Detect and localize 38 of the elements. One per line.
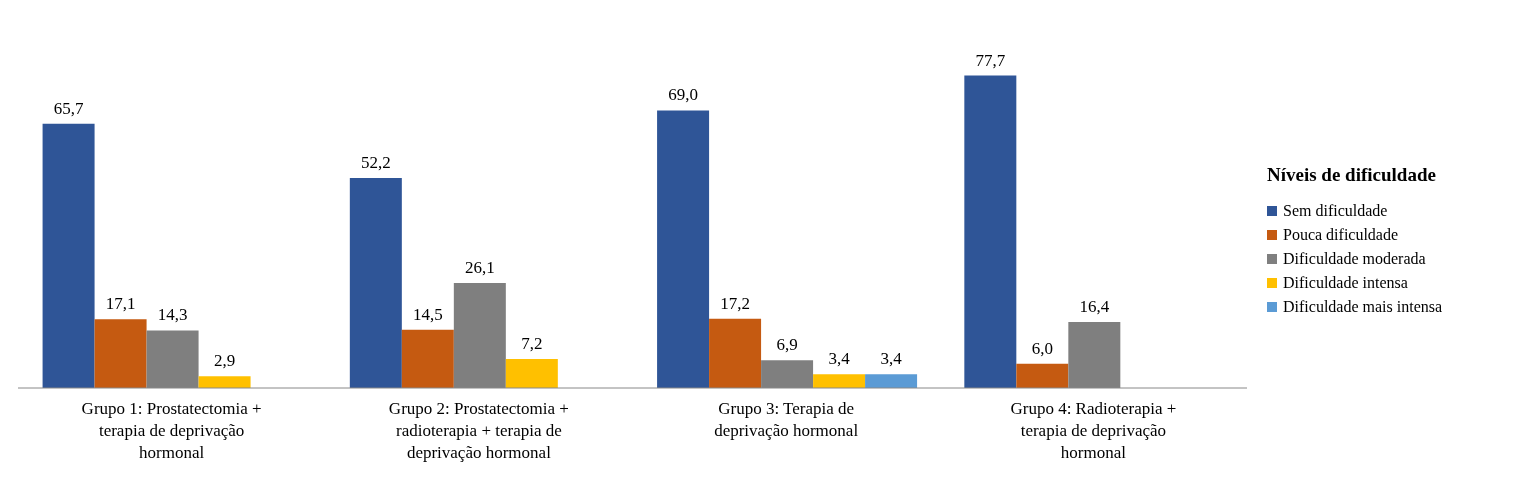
legend-label: Dificuldade moderada: [1283, 250, 1426, 268]
bar: [401, 329, 454, 388]
bar: [1016, 363, 1069, 388]
legend-label: Sem dificuldade: [1283, 202, 1388, 220]
data-label: 17,1: [105, 294, 136, 314]
bar: [813, 374, 866, 388]
data-label: 6,0: [1031, 338, 1053, 358]
data-label: 26,1: [464, 258, 495, 278]
bar: [42, 123, 95, 388]
bar: [505, 359, 558, 388]
data-label: 65,7: [53, 98, 84, 118]
data-label: 14,5: [412, 304, 443, 324]
x-tick-label: Grupo 3: Terapia de deprivação hormonal: [714, 399, 859, 440]
bar: [964, 75, 1017, 388]
bar: [657, 110, 710, 388]
bar: [349, 178, 402, 388]
x-tick-label: Grupo 2: Prostatectomia + radioterapia + terapia de deprivação hormonal: [388, 399, 569, 462]
data-label: 7,2: [521, 334, 543, 354]
x-tick-label: Grupo 4: Radioterapia + terapia de deprivação hormonal: [1010, 399, 1177, 462]
data-label: 2,9: [213, 351, 236, 371]
bar: [865, 374, 918, 388]
data-label: 17,2: [720, 293, 750, 313]
data-label: 52,2: [360, 153, 391, 173]
bar: [709, 318, 762, 388]
legend-label: Dificuldade intensa: [1283, 274, 1408, 292]
data-label: 77,7: [975, 50, 1006, 70]
data-label: 6,9: [776, 335, 798, 355]
data-label: 3,4: [828, 349, 851, 369]
bar: [94, 319, 147, 388]
data-label: 16,4: [1079, 297, 1110, 317]
legend-label: Dificuldade mais intensa: [1283, 298, 1443, 316]
data-label: 3,4: [880, 349, 903, 369]
x-tick-label: Grupo 1: Prostatectomia + terapia de deprivação hormonal: [81, 399, 262, 462]
legend-title: Níveis de dificuldade: [1267, 164, 1437, 186]
bar: [198, 376, 251, 388]
data-label: 69,0: [668, 85, 698, 105]
legend-label: Pouca dificuldade: [1283, 226, 1399, 244]
data-label: 14,3: [157, 305, 188, 325]
